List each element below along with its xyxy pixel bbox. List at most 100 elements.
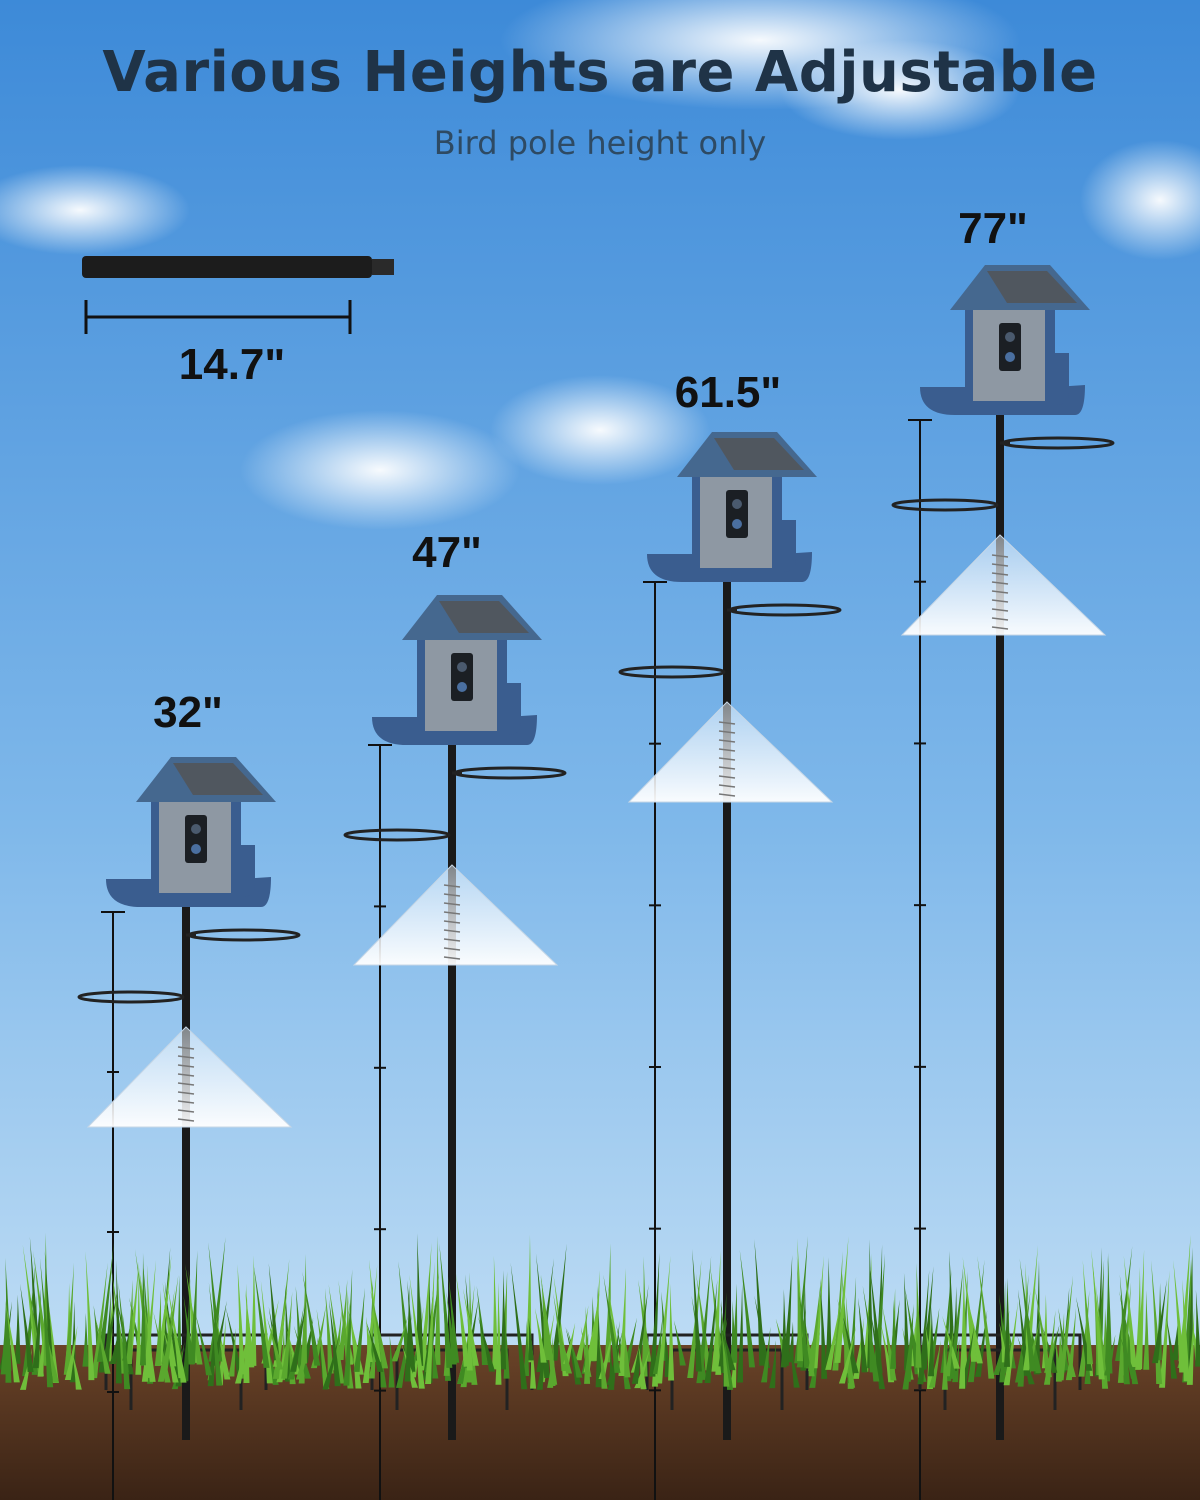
clouds [0, 0, 1200, 530]
grass-blade [1143, 1290, 1150, 1370]
grass-blade [796, 1308, 806, 1368]
grass-blade [182, 1278, 191, 1382]
grass-blade [977, 1256, 995, 1379]
grass-blade [1023, 1298, 1042, 1373]
grass-blade [1017, 1274, 1029, 1387]
grass-blade [943, 1325, 954, 1377]
grass-blade [649, 1252, 660, 1377]
grass-blade [541, 1274, 551, 1361]
grass-blade [808, 1279, 821, 1371]
baffle-spring [443, 884, 461, 888]
baffle-spring [177, 1082, 195, 1086]
grass-blade [310, 1304, 327, 1369]
grass-blade [928, 1340, 941, 1388]
grass-blade [455, 1273, 470, 1367]
grass-blade [135, 1275, 142, 1375]
grass-blade [300, 1253, 307, 1364]
grass-blade [500, 1270, 507, 1370]
grass-blade [862, 1285, 880, 1382]
grass-blade [604, 1243, 611, 1363]
camera-icon [999, 323, 1021, 371]
grass-blade [39, 1257, 54, 1388]
squirrel-baffle [900, 534, 1107, 636]
pole-segment-illustration [82, 256, 394, 334]
baffle-spring [718, 730, 736, 734]
grass-blade [1033, 1260, 1040, 1375]
grass-blade [268, 1263, 280, 1361]
grass-blade [162, 1282, 177, 1367]
grass-blade [1003, 1300, 1019, 1386]
grass-blade [769, 1340, 776, 1389]
grass-blade [527, 1317, 534, 1361]
tray-ring [891, 498, 999, 512]
grass-blade [85, 1251, 95, 1381]
feeder-pole-1 [77, 757, 301, 1500]
grass-blade [1043, 1330, 1057, 1373]
grass-blade [736, 1283, 743, 1383]
grass-blade [0, 1301, 7, 1375]
baffle-spring [177, 1118, 195, 1122]
baffle-spring [991, 572, 1009, 576]
page-title: Various Heights are Adjustable [102, 40, 1098, 105]
grass-blade [825, 1257, 832, 1364]
bird-feeder-house [647, 432, 817, 582]
height-measure-bar [101, 911, 125, 1500]
grass-blade [869, 1262, 883, 1373]
grass-blade [718, 1292, 727, 1367]
grass-blade [267, 1317, 284, 1370]
baffle-spring [177, 1055, 195, 1059]
grass-blade [154, 1289, 162, 1367]
grass-blade [904, 1307, 914, 1382]
baffle-spring [718, 748, 736, 752]
baffle-spring [443, 893, 461, 897]
height-measure-bar [643, 581, 667, 1500]
baffle-spring [718, 784, 736, 788]
grass-blade [687, 1259, 702, 1379]
pole [182, 897, 190, 1440]
baffle-spring [177, 1046, 195, 1050]
grass-blade [1058, 1308, 1069, 1371]
grass-blade [1195, 1289, 1200, 1367]
height-label-32: 32" [153, 688, 223, 737]
baffle-spring [443, 929, 461, 933]
grass-blade [656, 1255, 671, 1384]
grass-blade [1104, 1252, 1111, 1382]
grass-blade [328, 1299, 341, 1387]
baffle-spring [177, 1091, 195, 1095]
grass-blade [890, 1299, 897, 1369]
grass-blade [825, 1300, 841, 1370]
solar-panel [173, 763, 263, 795]
grass-blade [448, 1275, 460, 1363]
grass-blade [272, 1288, 288, 1367]
grass-blade [425, 1261, 435, 1384]
grass-blade [782, 1254, 793, 1366]
grass-blade [915, 1263, 922, 1368]
grass-blade [208, 1282, 223, 1386]
height-label-61-5: 61.5" [674, 368, 782, 417]
baffle-spring [991, 590, 1009, 594]
grass-blade [64, 1325, 78, 1380]
grass-blade [1078, 1290, 1090, 1377]
grass-blade [575, 1305, 589, 1361]
grass-blade [158, 1247, 171, 1364]
grass-blade [155, 1254, 172, 1366]
grass-blade [692, 1249, 702, 1372]
grass-blade [1135, 1266, 1142, 1370]
grass-blade [739, 1249, 756, 1368]
grass-blade [811, 1255, 824, 1369]
grass-blade [368, 1332, 376, 1379]
grass-blade [704, 1279, 718, 1383]
grass-blade [71, 1348, 82, 1390]
grass-blade [370, 1289, 389, 1369]
grass-blade [234, 1322, 250, 1384]
grass-blade [416, 1233, 423, 1361]
grass-blade [1173, 1260, 1186, 1373]
feeder-pole-3 [618, 432, 842, 1500]
grass-blade [95, 1317, 111, 1374]
feeder-side-perch [782, 520, 796, 572]
grass-blade [928, 1305, 935, 1377]
grass-blade [405, 1338, 420, 1381]
grass-blade [873, 1253, 885, 1364]
grass-blade [388, 1335, 395, 1388]
baffle-spring [177, 1073, 195, 1077]
